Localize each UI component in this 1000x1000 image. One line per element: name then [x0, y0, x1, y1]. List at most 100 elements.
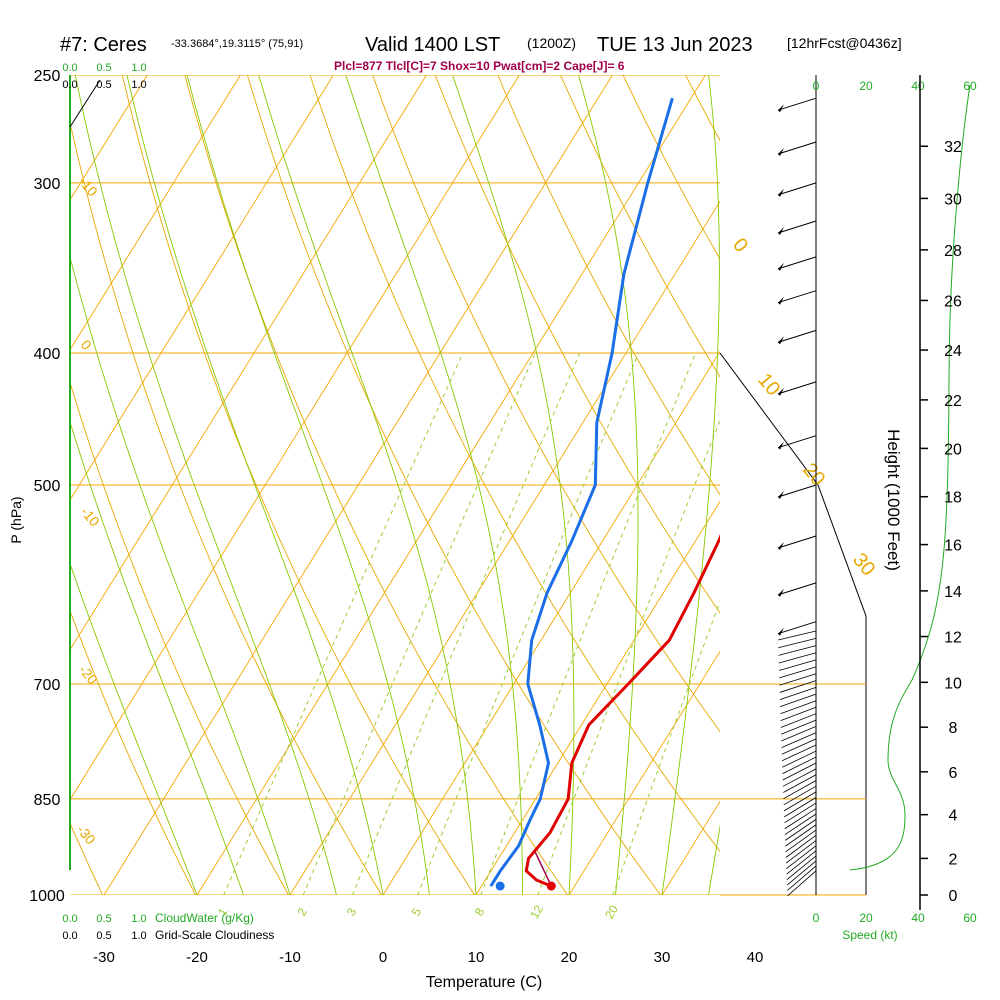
wind-barb-low [778, 637, 817, 649]
height-tick-label: 30 [944, 191, 962, 208]
temperature-line [524, 533, 720, 888]
wind-barb-flag [778, 227, 784, 236]
moist-adiabat-line [452, 75, 575, 895]
wind-barb-low [784, 819, 817, 841]
wind-barb [777, 97, 817, 111]
pressure-tick-label: 500 [34, 478, 61, 495]
dry-adiabat-line [434, 75, 720, 614]
wind-speed-tick-bottom: 20 [859, 911, 873, 925]
height-tick-label: 14 [944, 584, 962, 601]
height-tick-label: 18 [944, 490, 962, 507]
temperature-tick-label: 40 [747, 949, 764, 966]
wind-barb-low [779, 673, 817, 686]
valid-time: Valid 1400 LST [365, 34, 500, 56]
temperature-tick-label: -20 [186, 949, 208, 966]
wind-barb [777, 182, 817, 196]
temperature-tick-label: 10 [468, 949, 485, 966]
wind-barb-low [781, 732, 817, 749]
isotherm-line [70, 75, 427, 651]
wind-barb-low [782, 750, 817, 768]
dry-adiabat-label: -30 [74, 822, 99, 848]
pressure-tick-label: 300 [34, 176, 61, 193]
dry-adiabat-line [921, 51, 1000, 895]
wind-barb-low [778, 652, 817, 664]
wind-speed-tick-bottom: 60 [963, 911, 977, 925]
cloudiness-tick-bottom: 0.5 [96, 930, 111, 942]
wind-layer: 0020204040606002468101214161820222426283… [777, 75, 977, 925]
wind-barb-flag [778, 441, 784, 450]
cloudwater-tick-bottom: 1.0 [131, 913, 146, 925]
isotherm-line [475, 500, 720, 895]
temperature-tick-label: -30 [93, 949, 115, 966]
cloudiness-tick-top: 0.5 [96, 79, 111, 91]
wind-barb-low [778, 645, 817, 656]
cloudiness-tick-top: 0.0 [62, 79, 77, 91]
mixing-ratio-label: 12 [527, 902, 546, 921]
wind-speed-tick-top: 20 [859, 79, 873, 93]
wind-barb-low [783, 780, 817, 800]
moist-adiabat-line [345, 75, 523, 895]
moist-adiabat-line [661, 75, 720, 895]
wind-barb-low [787, 870, 817, 897]
x-axis-title: Temperature (C) [426, 974, 542, 991]
wind-barb-low [783, 791, 817, 812]
dry-adiabat-line [859, 51, 1000, 895]
temperature-tick-label: 20 [561, 949, 578, 966]
cloudiness-tick-bottom: 0.0 [62, 930, 77, 942]
isotherm-line [70, 75, 241, 351]
mixing-ratio-label: 20 [602, 902, 621, 921]
wind-barb-low [784, 808, 817, 830]
wind-barb-low [780, 693, 817, 708]
wind-barb [777, 484, 817, 498]
isotherm-line [755, 75, 1000, 895]
dry-adiabat-line [70, 120, 382, 895]
station-title: #7: Ceres [60, 34, 147, 56]
y-axis-title: P (hPa) [8, 496, 24, 543]
cloudwater-tick-top: 1.0 [131, 62, 146, 74]
pressure-tick-label: 700 [34, 677, 61, 694]
dewpoint-line [489, 97, 674, 887]
moist-adiabat-line [70, 420, 244, 895]
wind-barb-low [785, 824, 817, 847]
cloudiness-tick-top: 1.0 [131, 79, 146, 91]
height-tick-label: 16 [944, 538, 962, 555]
surface-temperature-dot [546, 881, 556, 891]
moist-adiabat-line [126, 75, 384, 895]
wind-barb-flag [778, 104, 784, 113]
wind-barb-low [786, 860, 817, 886]
dry-adiabat-line [246, 75, 661, 895]
moist-adiabat-line [70, 255, 291, 895]
height-tick-label: 26 [944, 293, 962, 310]
wind-barb-low [779, 680, 817, 693]
height-axis-title: Height (1000 Feet) [884, 429, 903, 571]
wind-barb-low [785, 829, 817, 853]
wind-barb-flag [778, 491, 784, 499]
height-tick-label: 2 [949, 851, 958, 868]
parcel-trace [534, 851, 552, 887]
wind-barb-flag [778, 296, 784, 305]
wind-barb-low [784, 813, 817, 835]
wind-barb [777, 329, 817, 343]
wind-barb-low [781, 726, 817, 742]
dry-adiabat-line [735, 51, 1000, 895]
wind-barb-flag [778, 148, 784, 157]
mixing-ratio-line [537, 419, 720, 895]
isotherm-line [103, 75, 613, 895]
dry-adiabat-line [70, 609, 196, 895]
height-tick-label: 4 [949, 808, 958, 825]
dry-adiabat-label: 0 [728, 234, 752, 257]
mixing-ratio-line [302, 352, 536, 895]
moist-adiabat-line [186, 75, 430, 895]
dry-adiabat-line [559, 75, 720, 378]
moist-adiabat-line [70, 562, 198, 895]
wind-barb-low [786, 845, 817, 869]
mixing-ratio-label: 8 [472, 905, 488, 918]
wind-speed-tick-bottom: 0 [813, 911, 820, 925]
wind-barb-low [783, 774, 817, 793]
wind-barb-low [782, 762, 817, 781]
mixing-ratio-line [480, 352, 697, 895]
grid-layer [70, 51, 1000, 895]
wind-speed-profile [849, 84, 971, 871]
height-tick-label: 28 [944, 243, 962, 260]
wind-barb-flag [778, 588, 784, 597]
